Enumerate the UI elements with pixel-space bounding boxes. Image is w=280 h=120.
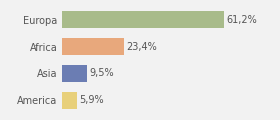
Bar [62,65,87,82]
Text: 9,5%: 9,5% [89,68,114,78]
Text: 61,2%: 61,2% [227,15,257,25]
Text: 23,4%: 23,4% [126,42,157,52]
Bar [62,11,224,28]
Text: 5,9%: 5,9% [80,95,104,105]
Bar [62,38,124,55]
Bar [62,92,77,109]
